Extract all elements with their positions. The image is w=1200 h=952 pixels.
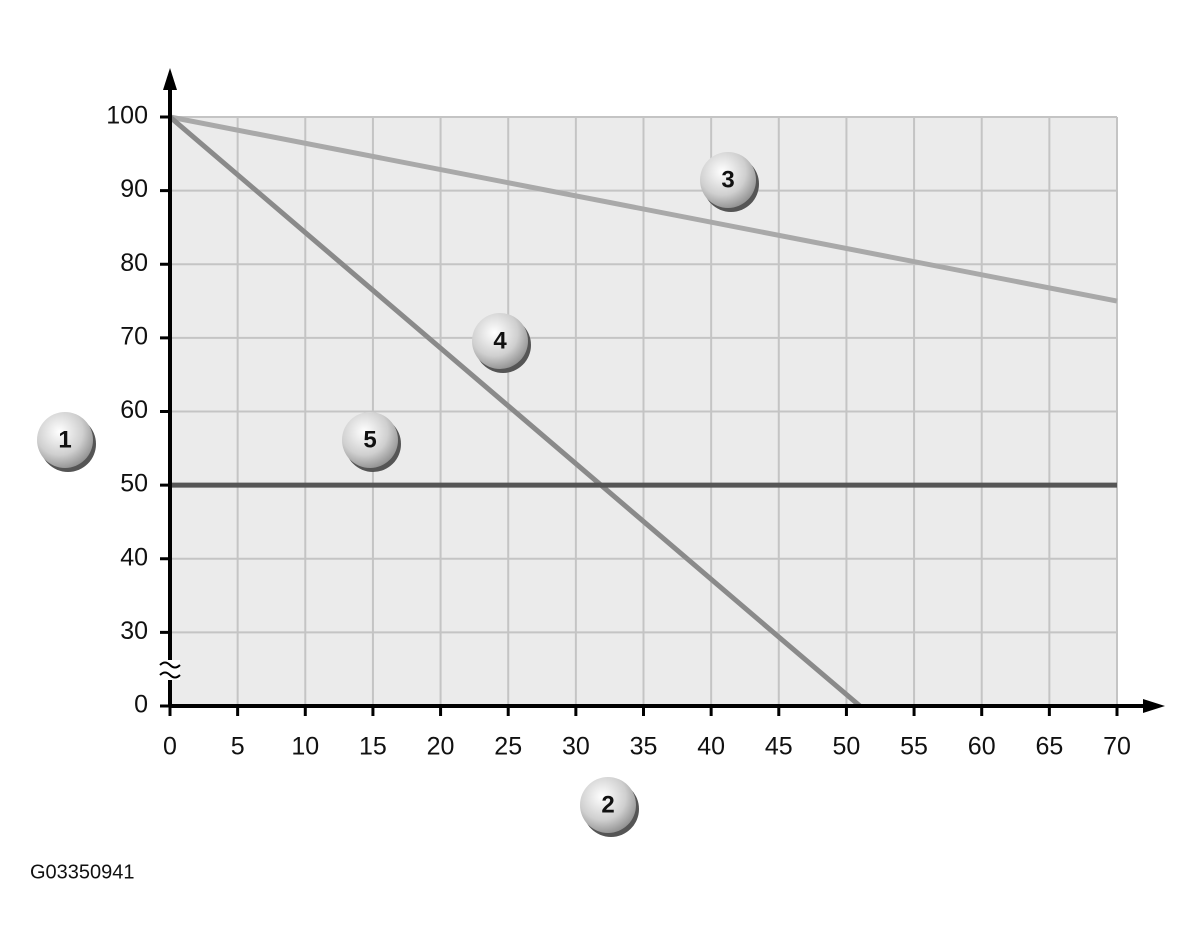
callout-label: 1: [58, 426, 71, 453]
callout-label: 3: [721, 166, 734, 193]
x-tick-label: 55: [900, 733, 928, 761]
y-tick-label: 50: [120, 470, 148, 498]
x-tick-label: 0: [163, 733, 177, 761]
callout-circle: [342, 412, 398, 468]
y-tick-label: 60: [120, 396, 148, 424]
x-tick-label: 40: [697, 733, 725, 761]
break-gap: [160, 660, 180, 680]
x-tick-label: 30: [562, 733, 590, 761]
x-tick-label: 45: [765, 733, 793, 761]
callout: 5: [342, 412, 401, 472]
callout-label: 4: [493, 327, 507, 354]
callout: 1: [37, 412, 96, 472]
callout: 4: [472, 313, 531, 373]
y-tick-label: 90: [120, 175, 148, 203]
x-tick-label: 60: [968, 733, 996, 761]
callout-circle: [37, 412, 93, 468]
x-tick-label: 35: [630, 733, 658, 761]
callout-label: 2: [601, 791, 614, 818]
data-line: [169, 114, 1118, 304]
x-tick-label: 65: [1035, 733, 1063, 761]
y-tick-label: 70: [120, 322, 148, 350]
callout: 3: [700, 152, 759, 212]
callout-circle: [472, 313, 528, 369]
callout-circle: [580, 777, 636, 833]
x-tick-label: 50: [833, 733, 861, 761]
callout-circle: [700, 152, 756, 208]
x-tick-label: 25: [494, 733, 522, 761]
y-tick-label: 30: [120, 617, 148, 645]
y-tick-label: 0: [134, 691, 148, 719]
x-tick-label: 70: [1103, 733, 1131, 761]
y-tick-label: 80: [120, 249, 148, 277]
callout: 2: [580, 777, 639, 837]
callout-label: 5: [363, 426, 376, 453]
x-tick-label: 5: [231, 733, 245, 761]
x-tick-label: 10: [291, 733, 319, 761]
y-tick-label: 40: [120, 543, 148, 571]
break-mark: [159, 661, 181, 679]
y-tick-label: 100: [106, 102, 148, 130]
data-line: [168, 115, 862, 708]
x-axis-arrow: [1143, 699, 1165, 713]
figure-id: G03350941: [30, 861, 135, 883]
x-tick-label: 15: [359, 733, 387, 761]
axis-break: [159, 660, 181, 680]
x-tick-label: 20: [427, 733, 455, 761]
y-axis-arrow: [163, 68, 177, 90]
